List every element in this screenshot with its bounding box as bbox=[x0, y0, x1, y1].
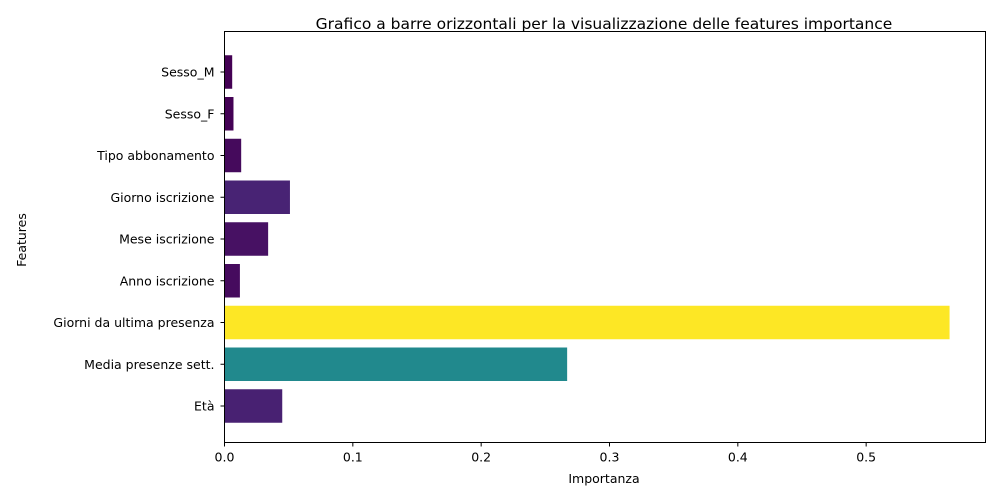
x-tick-label: 0.5 bbox=[856, 450, 876, 465]
y-tick-label: Media presenze sett. bbox=[84, 357, 214, 372]
plot-frame bbox=[224, 31, 986, 443]
bar-6 bbox=[224, 138, 242, 173]
x-tick-label: 0.1 bbox=[343, 450, 363, 465]
x-tick-label: 0.0 bbox=[215, 450, 235, 465]
bar-3 bbox=[224, 264, 240, 298]
y-tick-label: Sesso_M bbox=[161, 65, 214, 80]
bar-0 bbox=[224, 389, 283, 423]
x-tick-label: 0.2 bbox=[471, 450, 491, 465]
bar-5 bbox=[224, 180, 290, 214]
bars-group bbox=[224, 55, 950, 423]
y-axis-label: Features bbox=[14, 213, 29, 267]
y-tick-label: Anno iscrizione bbox=[120, 273, 215, 288]
y-tick-label: Mese iscrizione bbox=[119, 232, 215, 247]
y-ticks-group: Età Media presenze sett. Giorni da ultima … bbox=[53, 65, 225, 414]
y-tick-label: Età bbox=[194, 399, 214, 414]
x-tick-label: 0.3 bbox=[600, 450, 620, 465]
x-tick-label: 0.4 bbox=[728, 450, 748, 465]
y-tick-label: Sesso_F bbox=[165, 106, 215, 121]
x-axis-label: Importanza bbox=[568, 471, 639, 486]
bar-4 bbox=[224, 222, 269, 256]
bar-1 bbox=[224, 347, 568, 381]
bar-7 bbox=[224, 97, 234, 131]
y-tick-label: Giorno iscrizione bbox=[110, 190, 214, 205]
bar-8 bbox=[224, 55, 233, 89]
chart-title: Grafico a barre orizzontali per la visua… bbox=[316, 15, 893, 33]
y-tick-label: Giorni da ultima presenza bbox=[53, 315, 214, 330]
x-ticks-group: 0.0 0.1 0.2 0.3 0.4 0.5 bbox=[215, 442, 876, 465]
bar-2 bbox=[224, 305, 950, 340]
y-tick-label: Tipo abbonamento bbox=[96, 148, 214, 163]
